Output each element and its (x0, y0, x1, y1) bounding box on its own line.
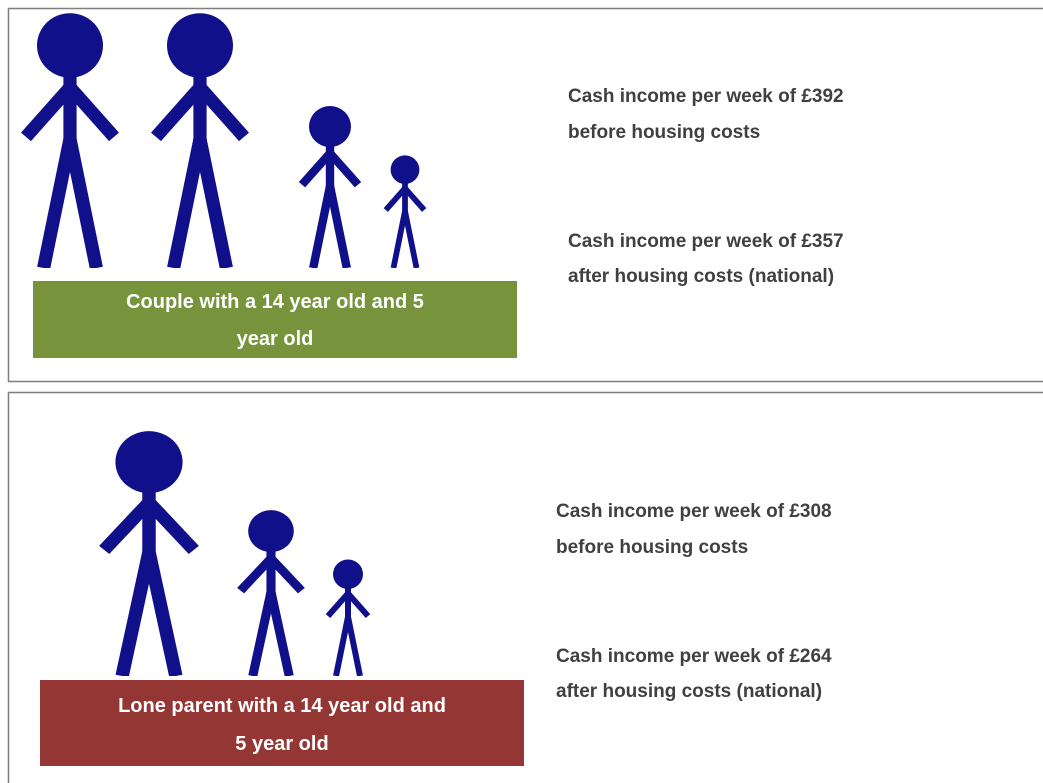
statement-text: Cash income per week of £392 (568, 86, 844, 107)
statement-text: Cash income per week of £264 (556, 646, 832, 667)
label-text: Couple with a 14 year old and 5 (126, 291, 424, 313)
statement-text: Cash income per week of £308 (556, 501, 832, 522)
label-box (40, 680, 524, 766)
statement-text: after housing costs (national) (568, 266, 834, 287)
label-text: 5 year old (235, 733, 328, 755)
label-text: Lone parent with a 14 year old and (118, 695, 446, 717)
label-text: year old (237, 328, 314, 350)
label-box (33, 281, 517, 358)
panel: Lone parent with a 14 year old and 5 yea… (7, 391, 1043, 783)
statement-text: Cash income per week of £357 (568, 231, 844, 252)
statement-text: before housing costs (556, 537, 748, 558)
statement-text: before housing costs (568, 122, 760, 143)
statement-text: after housing costs (national) (556, 681, 822, 702)
panel: Couple with a 14 year old and 5 year old… (7, 7, 1043, 383)
